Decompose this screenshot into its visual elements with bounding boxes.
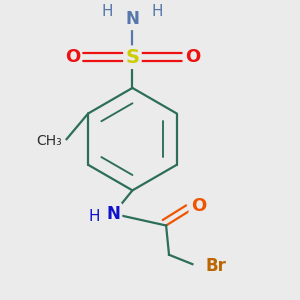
Text: S: S (125, 48, 140, 67)
Text: O: O (191, 197, 206, 215)
Text: H: H (88, 209, 100, 224)
Text: H: H (102, 4, 113, 19)
Text: H: H (152, 4, 163, 19)
Text: CH₃: CH₃ (36, 134, 62, 148)
Text: Br: Br (206, 256, 226, 274)
Text: O: O (185, 48, 200, 66)
Text: N: N (106, 205, 120, 223)
Text: O: O (65, 48, 80, 66)
Text: N: N (125, 10, 140, 28)
